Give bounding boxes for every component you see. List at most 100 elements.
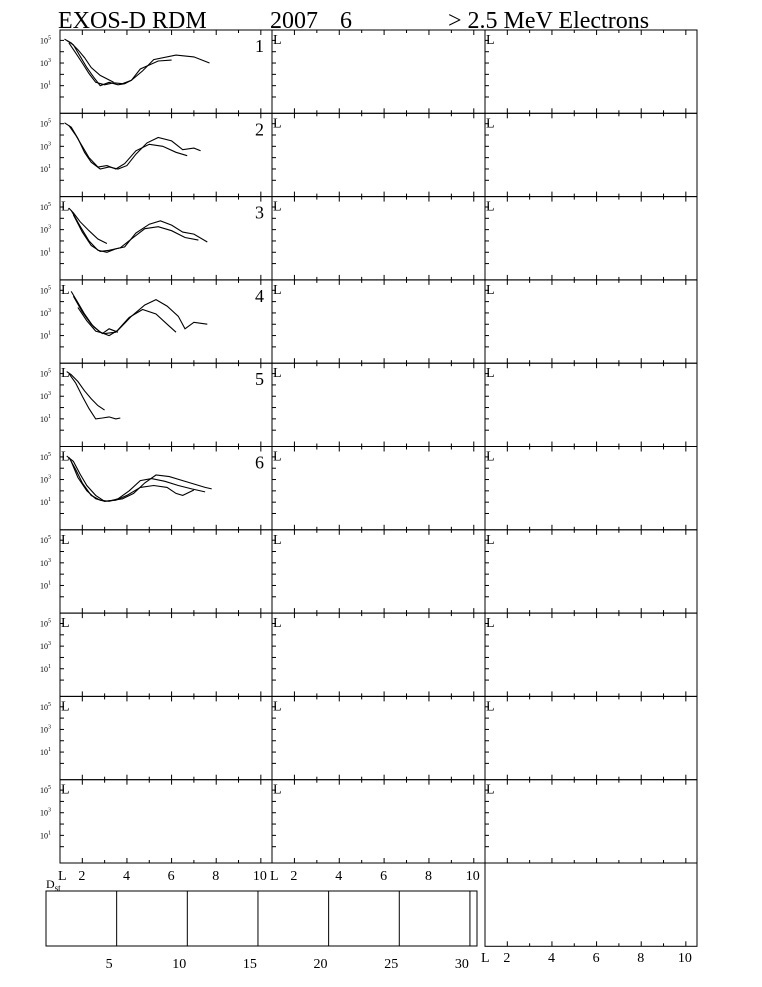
panel-frame — [271, 612, 486, 697]
x-tick-label: 10 — [253, 869, 267, 884]
l-corner-label: L — [486, 200, 495, 215]
panel-frame — [484, 446, 698, 531]
l-corner-label: L — [486, 450, 495, 465]
y-tick-label: 101 — [40, 747, 51, 757]
x-tick-label: 2 — [290, 869, 297, 884]
series-line-day5-1 — [66, 371, 105, 411]
series-line-day5-2 — [68, 373, 121, 420]
series-line-day2-1 — [64, 122, 201, 170]
y-tick-label: 101 — [40, 580, 51, 590]
l-axis-label: L — [481, 951, 490, 966]
l-corner-label: L — [61, 699, 70, 714]
panel-r3-c3: L — [484, 196, 698, 281]
day-number-label: 6 — [255, 453, 264, 473]
y-tick-label: 103 — [40, 308, 51, 318]
panel-r9-c2: L — [271, 695, 486, 781]
panel-bottom-right — [484, 862, 698, 947]
panel-frame — [484, 612, 698, 697]
l-corner-label: L — [61, 616, 70, 631]
y-tick-label: 105 — [40, 202, 51, 212]
panel-frame — [484, 862, 698, 947]
y-tick-label: 103 — [40, 724, 51, 734]
x-tick-label: 8 — [425, 869, 432, 884]
panel-r5-c3: L — [484, 362, 698, 448]
y-tick-label: 105 — [40, 285, 51, 295]
panel-r8-c1: L — [59, 612, 273, 697]
panel-frame — [59, 612, 273, 697]
l-corner-label: L — [486, 533, 495, 548]
panel-r8-c3: L — [484, 612, 698, 697]
l-corner-label: L — [273, 200, 282, 215]
panel-frame — [271, 529, 486, 614]
l-corner-label: L — [273, 116, 282, 131]
panel-frame — [484, 29, 698, 114]
x-tick-label: 4 — [548, 951, 555, 966]
day-number-label: 4 — [255, 286, 264, 306]
panel-r9-c3: L — [484, 695, 698, 781]
l-corner-label: L — [273, 366, 282, 381]
panel-r8-c2: L — [271, 612, 486, 697]
series-line-day3-3 — [72, 214, 199, 252]
x-tick-label: 6 — [380, 869, 387, 884]
y-tick-label: 103 — [40, 475, 51, 485]
x-tick-label: 8 — [212, 869, 219, 884]
l-corner-label: L — [486, 616, 495, 631]
panel-frame — [271, 446, 486, 531]
panel-r6-c3: L — [484, 446, 698, 531]
panel-frame — [271, 779, 486, 864]
panel-frame — [59, 29, 273, 114]
panel-r10-c1: L — [59, 779, 273, 864]
l-corner-label: L — [61, 450, 70, 465]
l-corner-label: L — [486, 366, 495, 381]
panel-r2-c1 — [59, 112, 273, 198]
panel-frame — [484, 112, 698, 198]
l-axis-label: L — [58, 869, 67, 884]
y-tick-label: 103 — [40, 141, 51, 151]
x-tick-label: 10 — [678, 951, 692, 966]
y-tick-label: 103 — [40, 641, 51, 651]
x-tick-label: 8 — [637, 951, 644, 966]
l-corner-label: L — [273, 783, 282, 798]
panel-frame — [59, 446, 273, 531]
panel-r10-c2: L — [271, 779, 486, 864]
dst-day-label: 20 — [314, 957, 328, 972]
panel-frame — [59, 112, 273, 198]
series-line-day1-3 — [68, 42, 172, 86]
y-tick-label: 101 — [40, 164, 51, 174]
y-tick-label: 105 — [40, 119, 51, 129]
panel-frame — [271, 196, 486, 281]
y-tick-label: 105 — [40, 35, 51, 45]
l-corner-label: L — [61, 783, 70, 798]
panel-r4-c1: L — [59, 279, 273, 364]
l-corner-label: L — [61, 533, 70, 548]
y-tick-label: 105 — [40, 452, 51, 462]
panel-frame — [484, 529, 698, 614]
y-tick-label: 105 — [40, 702, 51, 712]
y-tick-label: 101 — [40, 331, 51, 341]
panel-r4-c2: L — [271, 279, 486, 364]
panel-r5-c2: L — [271, 362, 486, 448]
y-tick-label: 101 — [40, 497, 51, 507]
panel-r2-c2: L — [271, 112, 486, 198]
panel-frame — [271, 29, 486, 114]
dst-day-label: 5 — [106, 957, 113, 972]
series-line-day6-3 — [70, 461, 195, 502]
day-number-label: 3 — [255, 203, 264, 223]
panel-r9-c1: L — [59, 695, 273, 781]
l-axis-label: L — [270, 869, 279, 884]
panel-r6-c1: L — [59, 446, 273, 531]
panel-frame — [484, 779, 698, 864]
panel-r5-c1: L — [59, 362, 273, 448]
series-line-day1-2 — [64, 38, 114, 83]
l-corner-label: L — [486, 33, 495, 48]
y-tick-label: 105 — [40, 369, 51, 379]
panel-r6-c2: L — [271, 446, 486, 531]
x-tick-label: 6 — [593, 951, 600, 966]
panel-frame — [271, 112, 486, 198]
y-tick-label: 103 — [40, 225, 51, 235]
y-tick-label: 105 — [40, 618, 51, 628]
series-line-day4-2 — [72, 295, 208, 337]
series-line-day2-2 — [68, 125, 188, 170]
x-tick-label: 4 — [335, 869, 342, 884]
